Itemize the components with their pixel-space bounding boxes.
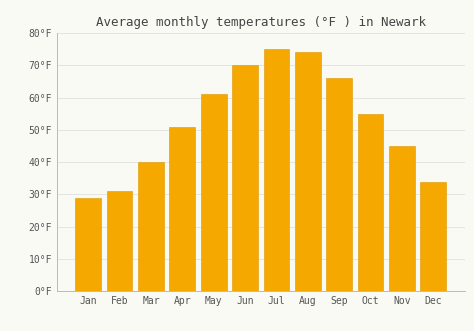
Bar bbox=[107, 191, 132, 291]
Title: Average monthly temperatures (°F ) in Newark: Average monthly temperatures (°F ) in Ne… bbox=[96, 16, 426, 29]
Bar bbox=[138, 162, 164, 291]
Bar bbox=[420, 181, 446, 291]
Bar bbox=[389, 146, 415, 291]
Bar bbox=[326, 78, 352, 291]
Bar bbox=[170, 127, 195, 291]
Bar bbox=[232, 65, 258, 291]
Bar bbox=[357, 114, 383, 291]
Bar bbox=[264, 49, 289, 291]
Bar bbox=[201, 94, 227, 291]
Bar bbox=[75, 198, 101, 291]
Bar bbox=[295, 52, 320, 291]
